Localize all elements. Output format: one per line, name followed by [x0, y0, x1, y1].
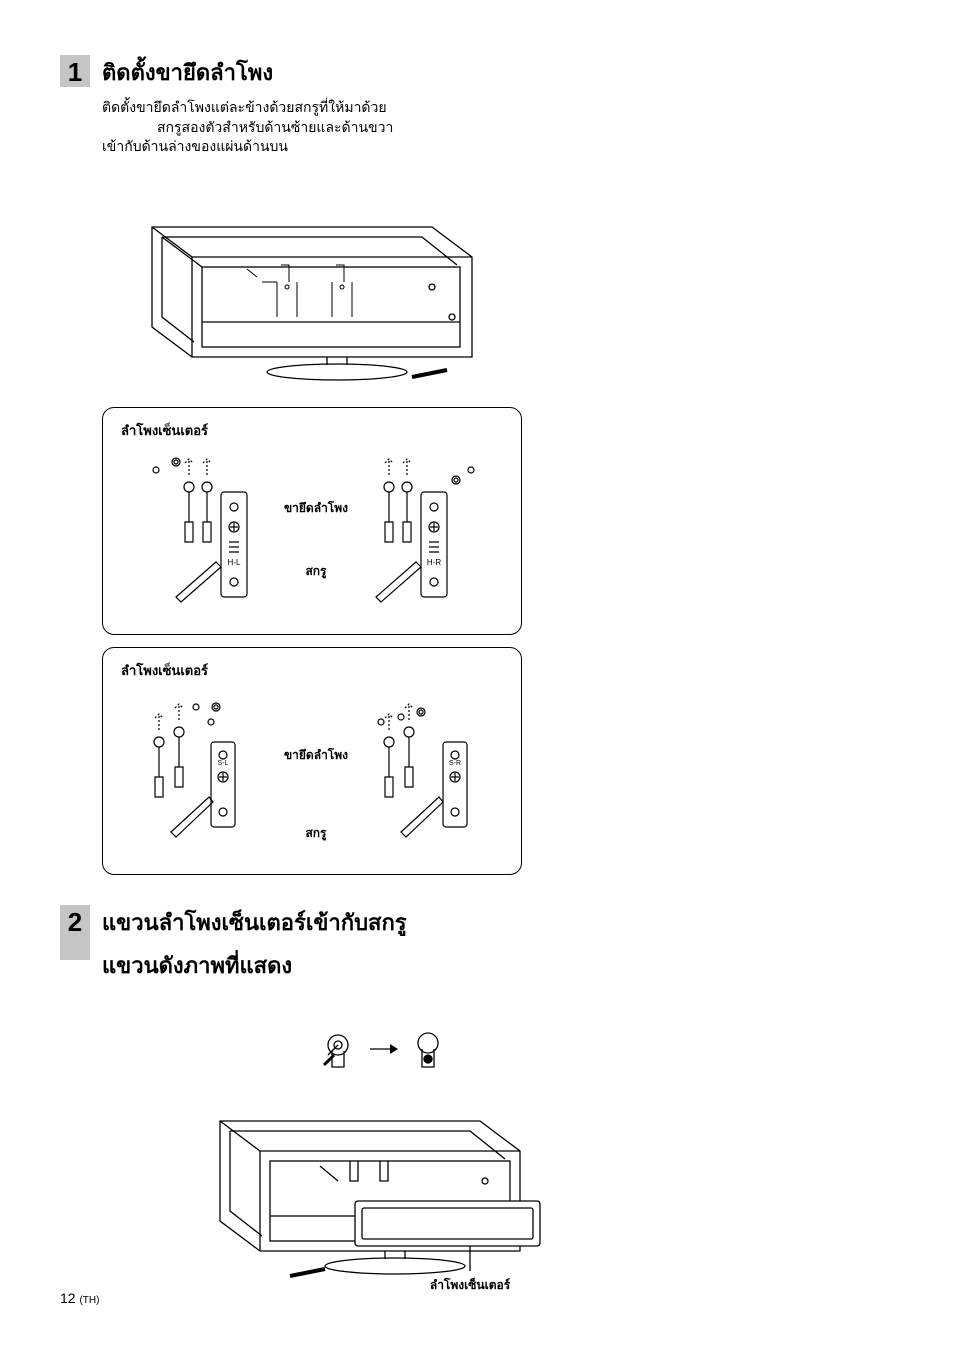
panel-a-title: ลำโพงเซ็นเตอร์: [121, 420, 503, 441]
step-1-body-line-1: ติดตั้งขายึดลำโพงแต่ละข้างด้วยสกรูที่ให้…: [102, 98, 393, 118]
panel-b-title: ลำโพงเซ็นเตอร์: [121, 660, 503, 681]
panel-a-label-screw: สกรู: [305, 564, 327, 579]
step-2-number: 2: [60, 905, 90, 960]
panel-a-mark-left: H-L: [228, 558, 241, 567]
panel-a-mark-right: H-R: [427, 558, 441, 567]
panel-a: ลำโพงเซ็นเตอร์ H-L: [102, 407, 522, 635]
figure-2: ลำโพงเซ็นเตอร์: [180, 1021, 894, 1311]
panel-b-mark-right: S-R: [449, 760, 461, 767]
step-1-heading: ติดตั้งขายึดลำโพง: [102, 55, 393, 90]
step-2-heading-line-2: แขวนดังภาพที่แสดง: [102, 948, 407, 983]
panel-b-label-bracket: ขายึดลำโพง: [284, 747, 348, 762]
step-1-body-line-2: สกรูสองตัวสำหรับด้านซ้ายและด้านขวา: [157, 118, 393, 138]
panel-b: ลำโพงเซ็นเตอร์ S-L: [102, 647, 522, 875]
figure-2-speaker-label: ลำโพงเซ็นเตอร์: [430, 1277, 511, 1292]
page-number-value: 12: [60, 1290, 76, 1306]
panel-b-label-screw: สกรู: [305, 826, 327, 841]
page-number: 12 (TH): [60, 1290, 99, 1306]
page-number-suffix: (TH): [79, 1295, 99, 1306]
figure-1-cabinet: [102, 187, 894, 387]
step-1-number: 1: [60, 55, 90, 87]
panel-a-label-bracket: ขายึดลำโพง: [284, 500, 348, 515]
step-1-body-line-3: เข้ากับด้านล่างของแผ่นด้านบน: [102, 137, 393, 157]
panel-b-mark-left: S-L: [218, 760, 229, 767]
step-2-heading-line-1: แขวนลำโพงเซ็นเตอร์เข้ากับสกรู: [102, 905, 407, 940]
